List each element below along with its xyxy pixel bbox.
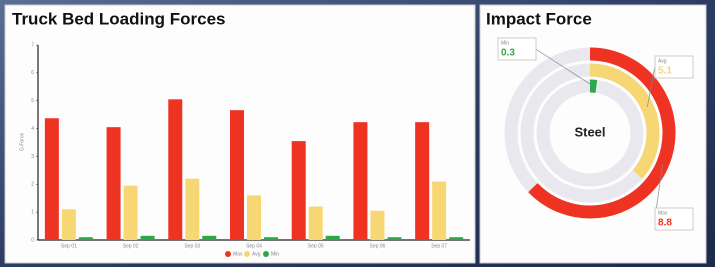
center-label: Steel (574, 124, 605, 139)
panel-title: Impact Force (486, 9, 592, 28)
bar (326, 236, 340, 240)
legend-swatch (225, 251, 231, 257)
legend-label: Avg (252, 251, 261, 257)
bar (353, 122, 367, 240)
bar (449, 237, 463, 240)
bar (415, 122, 429, 240)
callout-value: 8.8 (658, 218, 672, 229)
callout-name: Min (501, 40, 509, 46)
bar (124, 186, 138, 240)
y-axis-label: G-Force (19, 133, 25, 152)
bar (387, 237, 401, 240)
bar (370, 211, 384, 240)
bar (185, 179, 199, 240)
panel-title: Truck Bed Loading Forces (12, 9, 226, 28)
legend-swatch (244, 251, 250, 257)
bar (79, 237, 93, 240)
x-tick-label: Sep 04 (246, 243, 262, 249)
x-tick-label: Sep 02 (123, 243, 139, 249)
x-tick-label: Sep 07 (431, 243, 447, 249)
y-tick-label: 0 (31, 237, 34, 243)
y-tick-label: 1 (31, 209, 34, 215)
y-tick-label: 7 (31, 42, 34, 48)
y-tick-label: 3 (31, 154, 34, 160)
bar (247, 195, 261, 240)
bar (107, 127, 121, 240)
bar (168, 99, 182, 240)
x-tick-label: Sep 05 (308, 243, 324, 249)
callout-name: Avg (658, 58, 667, 64)
callout-name: Max (658, 210, 668, 216)
x-tick-label: Sep 01 (61, 243, 77, 249)
x-tick-label: Sep 03 (184, 243, 200, 249)
bar (264, 237, 278, 240)
legend-label: Max (233, 251, 243, 257)
bar (141, 236, 155, 240)
bar (432, 182, 446, 241)
bar (309, 207, 323, 240)
legend-swatch (263, 251, 269, 257)
y-tick-label: 6 (31, 70, 34, 76)
bar (292, 141, 306, 240)
dashboard: Truck Bed Loading Forces Impact Force 0 1… (0, 0, 715, 267)
y-tick-label: 4 (31, 126, 34, 132)
bar (202, 236, 216, 240)
callout-value: 5.1 (658, 66, 672, 77)
bar (230, 110, 244, 240)
bar (62, 209, 76, 240)
legend-label: Min (271, 251, 279, 257)
x-tick-label: Sep 06 (369, 243, 385, 249)
callout-value: 0.3 (501, 48, 515, 59)
y-tick-label: 5 (31, 98, 34, 104)
bar (45, 118, 59, 240)
y-tick-label: 2 (31, 182, 34, 188)
